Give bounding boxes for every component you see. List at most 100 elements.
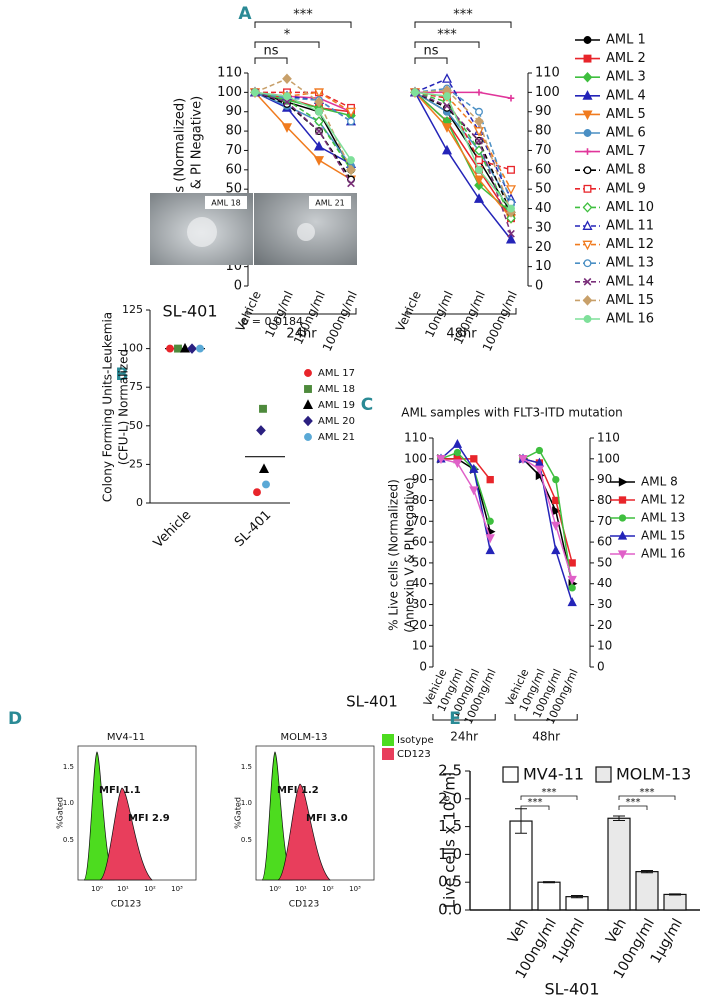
legend-label: AML 20 xyxy=(318,416,355,427)
y2-tick-label: 40 xyxy=(597,576,612,590)
legend-label: AML 6 xyxy=(606,126,646,141)
legend-marker xyxy=(583,129,592,137)
significance-label: *** xyxy=(437,28,457,43)
significance-bracket xyxy=(254,21,352,28)
x-axis-label: CD123 xyxy=(289,900,319,910)
y-tick-label: 50 xyxy=(129,419,143,432)
bar xyxy=(565,896,589,911)
colony xyxy=(297,223,315,241)
panel-label: D xyxy=(8,709,22,729)
y-tick-label: 1.0 xyxy=(63,799,74,807)
error-bar xyxy=(543,881,555,884)
legend-marker xyxy=(618,496,627,504)
mfi-label: MFI 2.9 xyxy=(128,813,170,824)
data-point xyxy=(475,107,483,116)
y2-tick-label: 60 xyxy=(535,162,552,177)
data-point xyxy=(166,344,174,353)
data-point xyxy=(475,156,483,165)
data-point xyxy=(347,117,355,126)
data-point xyxy=(452,438,463,448)
legend-marker xyxy=(582,240,593,251)
legend-marker xyxy=(304,433,312,441)
significance-label: *** xyxy=(640,787,655,798)
y2-tick-label: 90 xyxy=(597,472,612,486)
data-point xyxy=(253,488,261,497)
data-point xyxy=(469,463,479,473)
data-point xyxy=(441,73,453,83)
y-axis-label: (CFU-L) Normalized xyxy=(117,349,131,465)
data-point xyxy=(283,92,291,101)
significance-bracket xyxy=(414,21,512,28)
data-point xyxy=(174,344,182,353)
significance-bracket xyxy=(520,795,578,800)
series-line xyxy=(254,87,512,203)
data-point xyxy=(187,343,197,354)
legend-label: AML 3 xyxy=(606,70,646,85)
legend-marker xyxy=(583,277,592,286)
y-tick-label: 100 xyxy=(217,85,242,100)
panel-label: C xyxy=(361,395,373,415)
x-tick-label: 10⁰ xyxy=(269,885,281,893)
panel-d: D MV4-11 MFI 1.1 MFI 2.9 1.5 1.0 0.5 10⁰… xyxy=(8,709,434,910)
legend-swatch xyxy=(382,734,394,746)
data-point xyxy=(567,597,577,607)
y2-tick-label: 40 xyxy=(535,201,552,216)
data-point xyxy=(507,94,515,102)
y-tick-label: 20 xyxy=(412,618,427,632)
data-point xyxy=(518,455,528,465)
mfi-label: MFI 3.0 xyxy=(306,813,348,824)
y2-tick-label: 0 xyxy=(535,279,543,294)
plot-title: MV4-11 xyxy=(107,732,145,743)
data-point xyxy=(411,88,419,97)
y2-tick-label: 90 xyxy=(535,104,552,119)
legend-marker xyxy=(583,166,592,175)
group-bracket xyxy=(406,308,517,315)
mfi-label: MFI 1.2 xyxy=(277,785,319,796)
legend-label: AML 1 xyxy=(606,33,646,48)
legend-marker xyxy=(582,71,593,83)
data-point xyxy=(313,156,325,166)
y2-tick-label: 110 xyxy=(597,431,620,445)
data-point xyxy=(179,342,191,353)
data-point xyxy=(262,480,270,489)
series-line xyxy=(254,91,512,219)
legend-marker xyxy=(583,259,592,268)
data-point xyxy=(441,123,453,133)
data-point xyxy=(568,559,576,567)
legend-label: AML 4 xyxy=(606,88,646,103)
group-label: 48hr xyxy=(446,327,477,342)
data-point xyxy=(551,521,561,531)
y-tick-label: 2.5 xyxy=(438,762,462,780)
bar xyxy=(537,881,561,911)
significance-bracket xyxy=(520,805,550,810)
y-tick-label: 1.0 xyxy=(241,799,252,807)
data-point xyxy=(552,506,562,516)
y2-tick-label: 30 xyxy=(535,220,552,235)
legend-label: AML 16 xyxy=(606,312,654,327)
flow-plot: MV4-11 MFI 1.1 MFI 2.9 1.5 1.0 0.5 10⁰ 1… xyxy=(56,732,197,910)
data-point xyxy=(486,517,494,525)
legend-marker xyxy=(582,202,593,213)
data-point xyxy=(534,465,545,475)
y2-tick-label: 50 xyxy=(535,182,552,197)
y-tick-label: 50 xyxy=(412,555,427,569)
y2-tick-label: 30 xyxy=(597,597,612,611)
data-point xyxy=(443,92,451,101)
legend-swatch xyxy=(595,766,612,783)
data-point xyxy=(469,486,479,496)
legend-label: AML 8 xyxy=(606,163,646,178)
legend-swatch xyxy=(502,766,519,783)
group-bracket xyxy=(246,308,357,315)
y-tick-label: 1.5 xyxy=(63,763,74,771)
legend-label: AML 9 xyxy=(606,181,646,196)
y-tick-label: 50 xyxy=(225,182,242,197)
y-axis-label: % Live cells (Normalized) xyxy=(387,479,401,631)
legend-marker xyxy=(617,530,628,540)
legend-marker xyxy=(583,54,592,63)
legend-label: AML 8 xyxy=(641,475,678,489)
x-tick-label: Veh xyxy=(505,916,532,947)
significance-bracket xyxy=(618,805,648,810)
y-tick-label: 110 xyxy=(217,66,242,81)
legend-marker xyxy=(583,184,592,193)
legend-marker xyxy=(302,399,314,409)
